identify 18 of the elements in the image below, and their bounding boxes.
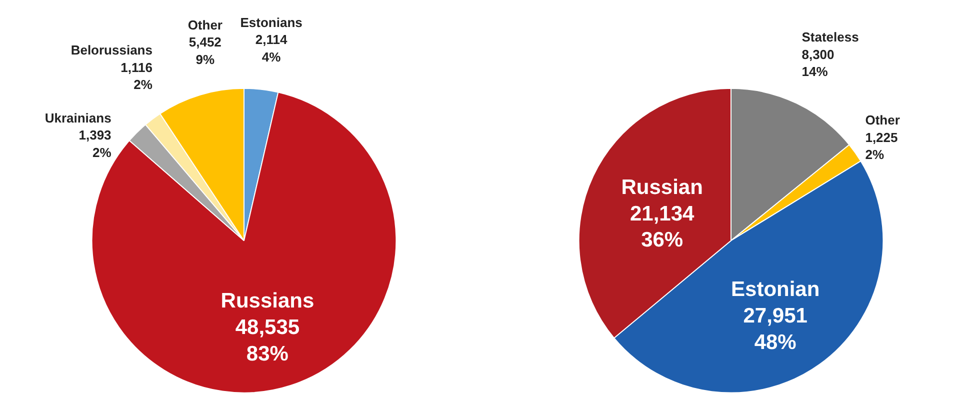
slice-label: Ukrainians bbox=[44, 110, 112, 126]
slice-label: Estonian bbox=[731, 278, 820, 302]
slice-label: Russian bbox=[621, 176, 703, 199]
slice-label: Other bbox=[188, 17, 222, 32]
data-label: 1,116 2% bbox=[120, 60, 153, 92]
data-label: 1,225 2% bbox=[865, 130, 898, 162]
data-label: 5,452 9% bbox=[188, 34, 222, 67]
data-label: 2,114 4% bbox=[255, 32, 288, 64]
data-label: 27,951 48% bbox=[743, 304, 808, 354]
slice-label: Stateless bbox=[802, 30, 859, 45]
data-label: 1,393 2% bbox=[78, 128, 112, 160]
data-label: 8,300 14% bbox=[802, 46, 834, 80]
data-label: 21,134 36% bbox=[630, 202, 695, 252]
data-label: 48,535 83% bbox=[235, 316, 300, 366]
slice-label: Estonians bbox=[240, 14, 302, 30]
slice-label: Belorussians bbox=[70, 42, 152, 58]
slice-label: Russians bbox=[220, 290, 314, 313]
slice-label: Other bbox=[865, 112, 900, 128]
